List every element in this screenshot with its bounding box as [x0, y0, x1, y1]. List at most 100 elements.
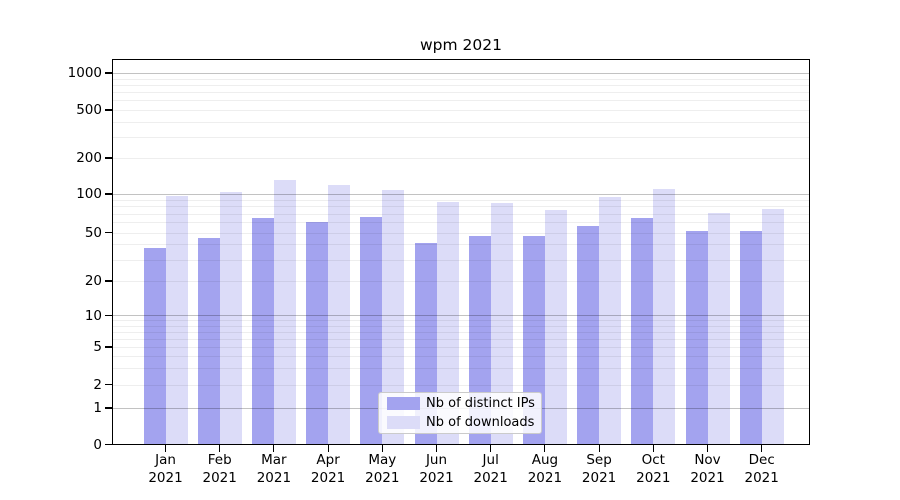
- x-tick-mark: [490, 445, 492, 452]
- bar: [436, 202, 459, 445]
- legend-label: Nb of distinct IPs: [426, 396, 535, 411]
- x-tick-label: Jun 2021: [419, 452, 454, 486]
- x-tick-mark: [706, 445, 709, 452]
- bar: [219, 192, 242, 445]
- x-tick-label: Aug 2021: [527, 452, 563, 486]
- x-tick-label: Oct 2021: [636, 452, 671, 486]
- bar: [251, 217, 274, 445]
- x-tick-mark: [544, 445, 546, 452]
- bar: [653, 189, 676, 445]
- bar: [273, 179, 296, 445]
- grid-line-minor: [113, 356, 809, 358]
- y-tick-label: 0: [93, 436, 102, 453]
- grid-line-minor: [113, 110, 809, 111]
- legend-swatch: [387, 416, 420, 429]
- legend-label: Nb of downloads: [426, 415, 535, 430]
- grid-line-minor: [113, 199, 809, 201]
- y-tick-mark: [105, 280, 112, 282]
- x-tick-label: Mar 2021: [256, 452, 292, 486]
- grid-line-minor: [113, 121, 809, 123]
- legend-swatch: [387, 397, 420, 410]
- bar: [360, 217, 383, 445]
- plot-frame: [112, 59, 810, 445]
- x-tick-mark: [761, 445, 763, 452]
- y-tick-label: 2: [93, 376, 102, 393]
- x-tick-label: May 2021: [365, 452, 400, 486]
- x-tick-label: Apr 2021: [310, 452, 346, 486]
- bar: [544, 209, 567, 445]
- grid-line-major: [113, 315, 809, 316]
- chart-title: wpm 2021: [420, 36, 502, 54]
- bar: [631, 217, 654, 445]
- x-tick-label: Nov 2021: [690, 452, 725, 486]
- legend: Nb of distinct IPs Nb of downloads: [378, 392, 542, 434]
- bar: [143, 248, 166, 445]
- y-tick-mark: [105, 314, 112, 317]
- grid-line-minor: [113, 213, 809, 215]
- y-tick-label: 1000: [67, 65, 102, 81]
- grid-line-minor: [113, 384, 809, 386]
- grid-line-minor: [113, 347, 809, 348]
- y-tick-mark: [105, 443, 112, 446]
- grid-line-minor: [113, 78, 809, 80]
- y-tick-label: 100: [76, 186, 102, 202]
- x-tick-mark: [327, 445, 329, 452]
- bar: [197, 238, 220, 445]
- grid-line-minor: [113, 367, 809, 369]
- grid-line-minor: [113, 136, 809, 138]
- legend-item: Nb of downloads: [387, 415, 541, 430]
- bar: [306, 222, 329, 445]
- grid-line-minor: [113, 331, 809, 333]
- x-tick-mark: [273, 445, 275, 452]
- x-tick-mark: [219, 445, 221, 452]
- y-tick-mark: [105, 407, 112, 409]
- bar: [577, 226, 600, 445]
- y-tick-label: 500: [76, 102, 102, 118]
- grid-line-minor: [113, 92, 809, 94]
- grid-line-minor: [113, 206, 809, 208]
- bar: [382, 190, 405, 445]
- y-tick-label: 10: [84, 307, 102, 324]
- grid-line-major: [113, 193, 809, 195]
- y-tick-mark: [105, 231, 112, 234]
- x-tick-label: Feb 2021: [202, 452, 237, 486]
- grid-line-minor: [113, 320, 809, 322]
- bar: [739, 231, 762, 445]
- x-tick-mark: [652, 445, 654, 452]
- y-tick-label: 1: [93, 400, 102, 416]
- x-tick-label: Jul 2021: [473, 452, 508, 486]
- grid-line-minor: [113, 244, 809, 246]
- y-tick-label: 5: [93, 339, 102, 355]
- y-tick-mark: [105, 346, 112, 348]
- y-tick-label: 200: [76, 150, 102, 166]
- grid-line-minor: [113, 100, 809, 102]
- y-tick-mark: [105, 72, 112, 74]
- y-tick-mark: [105, 383, 112, 386]
- y-tick-mark: [105, 193, 112, 195]
- grid-line-minor: [113, 232, 809, 234]
- grid-line-minor: [113, 158, 809, 159]
- grid-line-minor: [113, 259, 809, 261]
- bar: [328, 184, 351, 445]
- x-tick-label: Dec 2021: [744, 452, 779, 486]
- grid-line-minor: [113, 325, 809, 327]
- bar: [685, 231, 708, 445]
- grid-line-minor: [113, 222, 809, 224]
- bar: [165, 195, 188, 445]
- x-tick-mark: [435, 445, 438, 452]
- grid-line-minor: [113, 84, 809, 86]
- bar: [490, 203, 513, 445]
- legend-item: Nb of distinct IPs: [387, 396, 541, 411]
- x-tick-mark: [164, 445, 167, 452]
- grid-line-major: [113, 72, 809, 74]
- y-tick-label: 50: [84, 224, 102, 241]
- x-tick-mark: [598, 445, 600, 452]
- y-tick-label: 20: [84, 273, 102, 289]
- bar: [761, 208, 784, 445]
- x-tick-label: Jan 2021: [148, 452, 183, 486]
- bar: [707, 213, 730, 445]
- y-tick-mark: [105, 109, 112, 111]
- bar: [599, 196, 622, 445]
